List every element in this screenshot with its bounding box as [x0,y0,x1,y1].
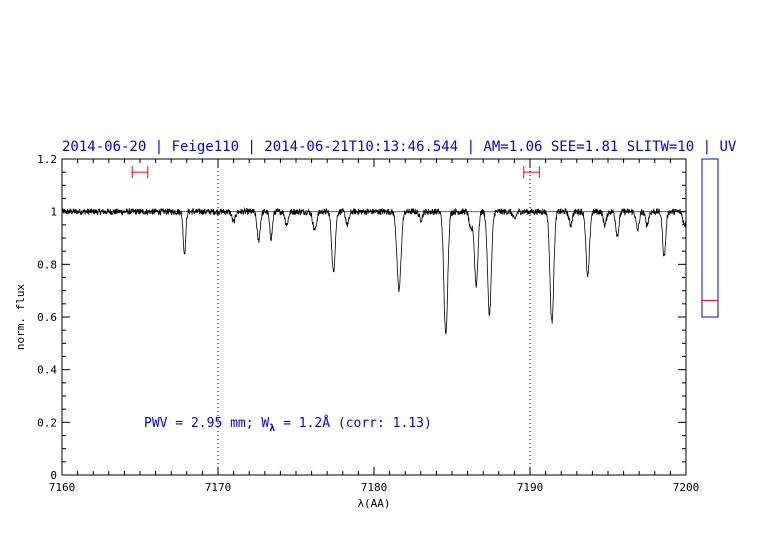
x-tick-label: 7190 [517,481,544,494]
y-tick-label: 0.4 [37,364,57,377]
pwv-subscript: λ [269,423,275,434]
y-tick-label: 1 [50,206,57,219]
x-axis-ticks: 7160 7170 7180 7190 7200 [49,159,700,494]
y-axis-ticks: 0 0.2 0.4 0.6 0.8 1 1.2 [37,153,686,482]
chart-title: 2014-06-20 | Feige110 | 2014-06-21T10:13… [62,139,737,155]
spectrum-line [61,207,687,335]
side-panel-frame [701,158,719,318]
y-axis-label: norm. flux [14,284,27,351]
continuum-window [523,166,540,179]
pwv-annotation: PWV = 2.95 mm; Wλ = 1.2Å (corr: 1.13) [144,415,432,434]
pwv-text: PWV = 2.95 mm; W [144,416,269,431]
y-tick-label: 0 [50,469,57,482]
y-tick-label: 1.2 [37,153,57,166]
x-tick-label: 7170 [205,481,232,494]
y-tick-label: 0.8 [37,258,57,271]
x-tick-label: 7200 [673,481,700,494]
continuum-window [131,166,149,179]
x-tick-label: 7160 [49,481,76,494]
x-tick-label: 7180 [361,481,388,494]
side-panel [701,158,719,318]
y-tick-label: 0.6 [37,311,57,324]
spectrum-series [61,207,687,335]
y-tick-label: 0.2 [37,416,57,429]
pwv-rest: = 1.2Å (corr: 1.13) [275,415,432,431]
x-axis-label: λ(AA) [357,497,390,510]
continuum-windows [131,166,540,179]
